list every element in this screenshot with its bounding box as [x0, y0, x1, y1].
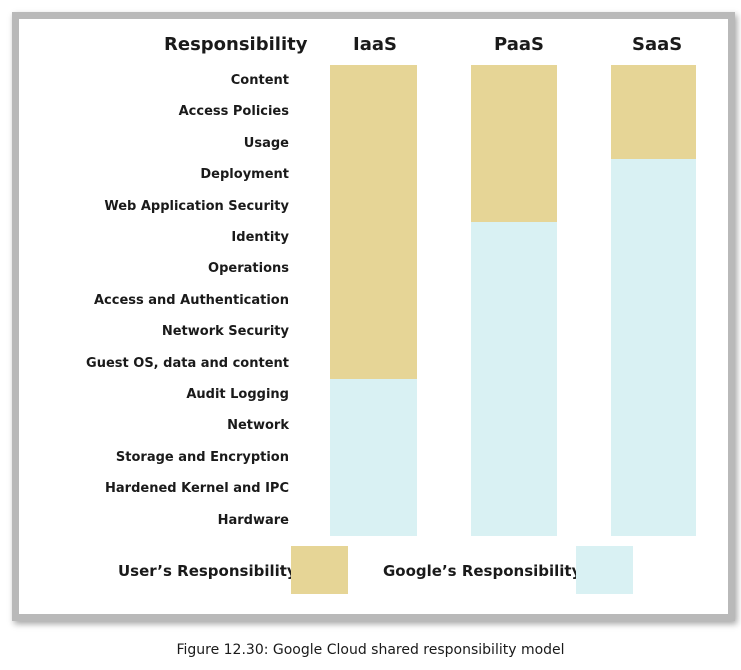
row-label: Storage and Encryption [115, 449, 289, 465]
row-label: Identity [231, 230, 289, 245]
legend-user-swatch [291, 546, 348, 594]
row-label: Web Application Security [104, 198, 289, 214]
legend-google-label: Google’s Responsibility [383, 562, 582, 580]
header-saas: SaaS [632, 34, 683, 55]
row-label: Hardened Kernel and IPC [105, 481, 289, 497]
row-label: Audit Logging [186, 387, 289, 402]
paas-user-segment [471, 65, 557, 222]
row-label: Access Policies [178, 104, 289, 120]
header-paas: PaaS [494, 34, 544, 55]
row-label: Guest OS, data and content [86, 355, 289, 371]
row-label: Operations [208, 261, 289, 277]
row-label: Deployment [200, 167, 289, 183]
row-label: Content [230, 73, 289, 88]
row-label: Network [227, 418, 289, 434]
iaas-google-segment [330, 379, 417, 536]
saas-user-segment [611, 65, 696, 160]
iaas-user-segment [330, 65, 417, 379]
row-label: Usage [243, 135, 289, 151]
saas-google-segment [611, 159, 696, 536]
row-label: Access and Authentication [93, 292, 289, 308]
paas-google-segment [471, 222, 557, 536]
header-iaas: IaaS [353, 34, 397, 55]
figure-caption: Figure 12.30: Google Cloud shared respon… [176, 642, 565, 658]
row-label: Hardware [217, 512, 289, 528]
header-responsibility: Responsibility [164, 34, 308, 55]
legend-user-label: User’s Responsibility [118, 562, 297, 580]
row-label: Network Security [161, 324, 289, 340]
legend-google-swatch [576, 546, 633, 594]
